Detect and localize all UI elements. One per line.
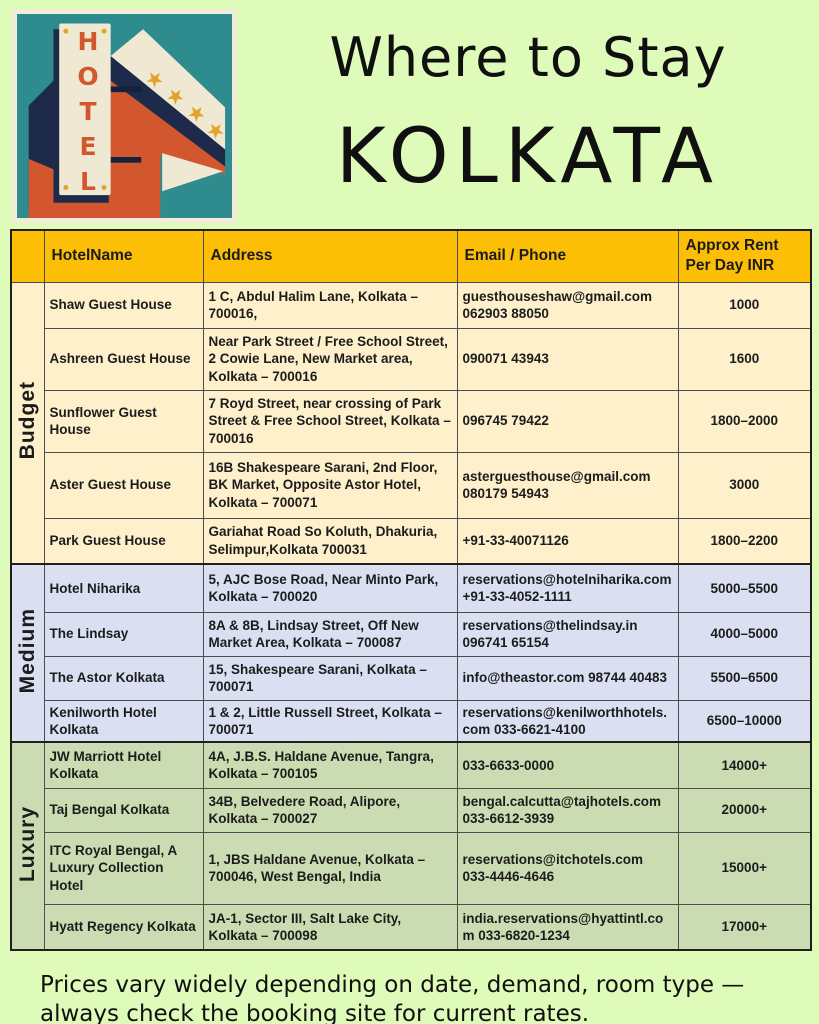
hotel-rent: 1800–2200 xyxy=(677,517,812,565)
col-header-hotelname: HotelName xyxy=(43,229,204,283)
hotel-contact: 096745 79422 xyxy=(456,389,679,453)
title-block: Where to Stay KOLKATA xyxy=(237,0,819,200)
sign-board xyxy=(59,23,111,196)
hotel-rent: 17000+ xyxy=(677,903,812,951)
page-title: KOLKATA xyxy=(336,111,720,200)
hotel-address: 7 Royd Street, near crossing of Park Str… xyxy=(202,389,458,453)
table-row: Park Guest House Gariahat Road So Koluth… xyxy=(11,517,812,565)
hotel-contact: reservations@hotelniharika.com +91-33-40… xyxy=(456,563,679,613)
table-row: Ashreen Guest House Near Park Street / F… xyxy=(11,327,812,391)
category-column-header xyxy=(10,229,45,283)
hotel-name: Kenilworth Hotel Kolkata xyxy=(43,699,204,743)
hotel-illustration: ★ ★ ★ ★ HOTEL xyxy=(12,9,237,223)
hotel-name: The Lindsay xyxy=(43,611,204,657)
header: ★ ★ ★ ★ HOTEL xyxy=(0,0,819,223)
hotel-contact: reservations@kenilworthhotels.com 033-66… xyxy=(456,699,679,743)
hotel-rent: 14000+ xyxy=(677,741,812,789)
table-row: Sunflower Guest House 7 Royd Street, nea… xyxy=(11,389,812,453)
hotel-name: JW Marriott Hotel Kolkata xyxy=(43,741,204,789)
col-header-address: Address xyxy=(202,229,458,283)
hotel-sign-text: HOTEL xyxy=(73,26,103,202)
hotel-name: Hyatt Regency Kolkata xyxy=(43,903,204,951)
hotel-address: 1 & 2, Little Russell Street, Kolkata – … xyxy=(202,699,458,743)
hotels-table: HotelName Address Email / Phone Approx R… xyxy=(10,229,812,952)
hotel-address: 16B Shakespeare Sarani, 2nd Floor, BK Ma… xyxy=(202,451,458,519)
hotel-address: Near Park Street / Free School Street, 2… xyxy=(202,327,458,391)
hotel-name: Park Guest House xyxy=(43,517,204,565)
hotel-rent: 5500–6500 xyxy=(677,655,812,701)
hotel-address: 4A, J.B.S. Haldane Avenue, Tangra, Kolka… xyxy=(202,741,458,789)
hotel-rent: 1000 xyxy=(677,281,812,329)
hotel-name: Ashreen Guest House xyxy=(43,327,204,391)
hotel-contact: reservations@thelindsay.in 096741 65154 xyxy=(456,611,679,657)
hotel-name: Taj Bengal Kolkata xyxy=(43,787,204,833)
hotel-rent: 1600 xyxy=(677,327,812,391)
hotel-contact: bengal.calcutta@tajhotels.com 033-6612-3… xyxy=(456,787,679,833)
hotel-rent: 5000–5500 xyxy=(677,563,812,613)
hotel-name: Hotel Niharika xyxy=(43,563,204,613)
section-label-budget: Budget xyxy=(10,281,45,565)
col-header-rent: Approx Rent Per Day INR xyxy=(677,229,812,283)
hotel-address: Gariahat Road So Koluth, Dhakuria, Selim… xyxy=(202,517,458,565)
table-row: Medium Hotel Niharika 5, AJC Bose Road, … xyxy=(10,562,812,743)
sign-rivets xyxy=(63,28,107,190)
hotel-contact: reservations@itchotels.com 033-4446-4646 xyxy=(456,831,679,905)
section-label-luxury: Luxury xyxy=(10,741,45,951)
hotel-name: Shaw Guest House xyxy=(43,281,204,329)
table-row: The Astor Kolkata 15, Shakespeare Sarani… xyxy=(11,655,812,701)
hotel-rent: 15000+ xyxy=(677,831,812,905)
hotel-name: Sunflower Guest House xyxy=(43,389,204,453)
hotel-address: 1, JBS Haldane Avenue, Kolkata – 700046,… xyxy=(202,831,458,905)
hotel-contact: 033-6633-0000 xyxy=(456,741,679,789)
hotel-address: 1 C, Abdul Halim Lane, Kolkata – 700016, xyxy=(202,281,458,329)
hotel-address: 8A & 8B, Lindsay Street, Off New Market … xyxy=(202,611,458,657)
hotel-contact: info@theastor.com 98744 40483 xyxy=(456,655,679,701)
page-subtitle: Where to Stay xyxy=(329,26,727,89)
hotel-rent: 4000–5000 xyxy=(677,611,812,657)
hotel-name: Aster Guest House xyxy=(43,451,204,519)
budget-section: Budget Shaw Guest House 1 C, Abdul Halim… xyxy=(10,281,812,565)
hotel-address: 5, AJC Bose Road, Near Minto Park, Kolka… xyxy=(202,563,458,613)
hotel-rent: 20000+ xyxy=(677,787,812,833)
hotel-name: The Astor Kolkata xyxy=(43,655,204,701)
hotel-rent: 1800–2000 xyxy=(677,389,812,453)
table-row: Kenilworth Hotel Kolkata 1 & 2, Little R… xyxy=(11,699,812,743)
table-row: Aster Guest House 16B Shakespeare Sarani… xyxy=(11,451,812,519)
hotel-address: 15, Shakespeare Sarani, Kolkata – 700071 xyxy=(202,655,458,701)
table-header-row: HotelName Address Email / Phone Approx R… xyxy=(10,229,812,283)
col-header-email-phone: Email / Phone xyxy=(456,229,679,283)
luxury-section: Luxury JW Marriott Hotel Kolkata 4A, J.B… xyxy=(10,741,812,951)
logo-roof-band xyxy=(110,29,226,150)
section-label-medium: Medium xyxy=(10,562,45,743)
hotel-contact: india.reservations@hyattintl.com 033-682… xyxy=(456,903,679,951)
table-row: The Lindsay 8A & 8B, Lindsay Street, Off… xyxy=(11,611,812,657)
table-row: Luxury JW Marriott Hotel Kolkata 4A, J.B… xyxy=(10,741,812,951)
hotel-illustration-art: ★ ★ ★ ★ xyxy=(17,14,232,218)
hotel-contact: +91-33-40071126 xyxy=(456,517,679,565)
table-row: Taj Bengal Kolkata 34B, Belvedere Road, … xyxy=(11,787,812,833)
table-row: ITC Royal Bengal, A Luxury Collection Ho… xyxy=(11,831,812,905)
medium-section: Medium Hotel Niharika 5, AJC Bose Road, … xyxy=(10,562,812,743)
hotel-address: JA-1, Sector III, Salt Lake City, Kolkat… xyxy=(202,903,458,951)
footer-note: Prices vary widely depending on date, de… xyxy=(40,972,745,1024)
table-row: Hyatt Regency Kolkata JA-1, Sector III, … xyxy=(11,903,812,951)
hotel-rent: 6500–10000 xyxy=(677,699,812,743)
hotel-contact: asterguesthouse@gmail.com 080179 54943 xyxy=(456,451,679,519)
hotel-address: 34B, Belvedere Road, Alipore, Kolkata – … xyxy=(202,787,458,833)
table-row: Budget Shaw Guest House 1 C, Abdul Halim… xyxy=(10,281,812,565)
hotel-contact: guesthouseshaw@gmail.com 062903 88050 xyxy=(456,281,679,329)
hotel-contact: 090071 43943 xyxy=(456,327,679,391)
hotel-rent: 3000 xyxy=(677,451,812,519)
hotel-name: ITC Royal Bengal, A Luxury Collection Ho… xyxy=(43,831,204,905)
